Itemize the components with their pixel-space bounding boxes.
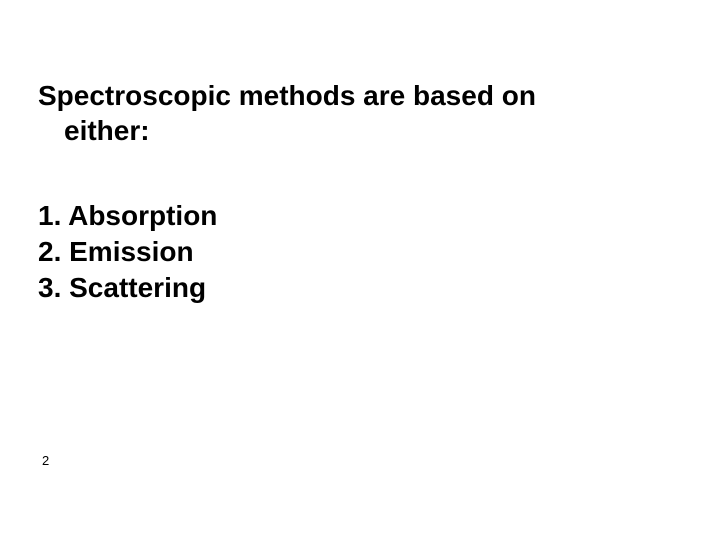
list-item: 2. Emission: [38, 234, 217, 270]
slide: Spectroscopic methods are based on eithe…: [0, 0, 720, 540]
page-number: 2: [42, 453, 49, 468]
list-item: 3. Scattering: [38, 270, 217, 306]
list-item: 1. Absorption: [38, 198, 217, 234]
heading-line-2: either:: [38, 113, 638, 148]
heading-line-1: Spectroscopic methods are based on: [38, 78, 638, 113]
slide-heading: Spectroscopic methods are based on eithe…: [38, 78, 638, 148]
slide-list: 1. Absorption 2. Emission 3. Scattering: [38, 198, 217, 305]
